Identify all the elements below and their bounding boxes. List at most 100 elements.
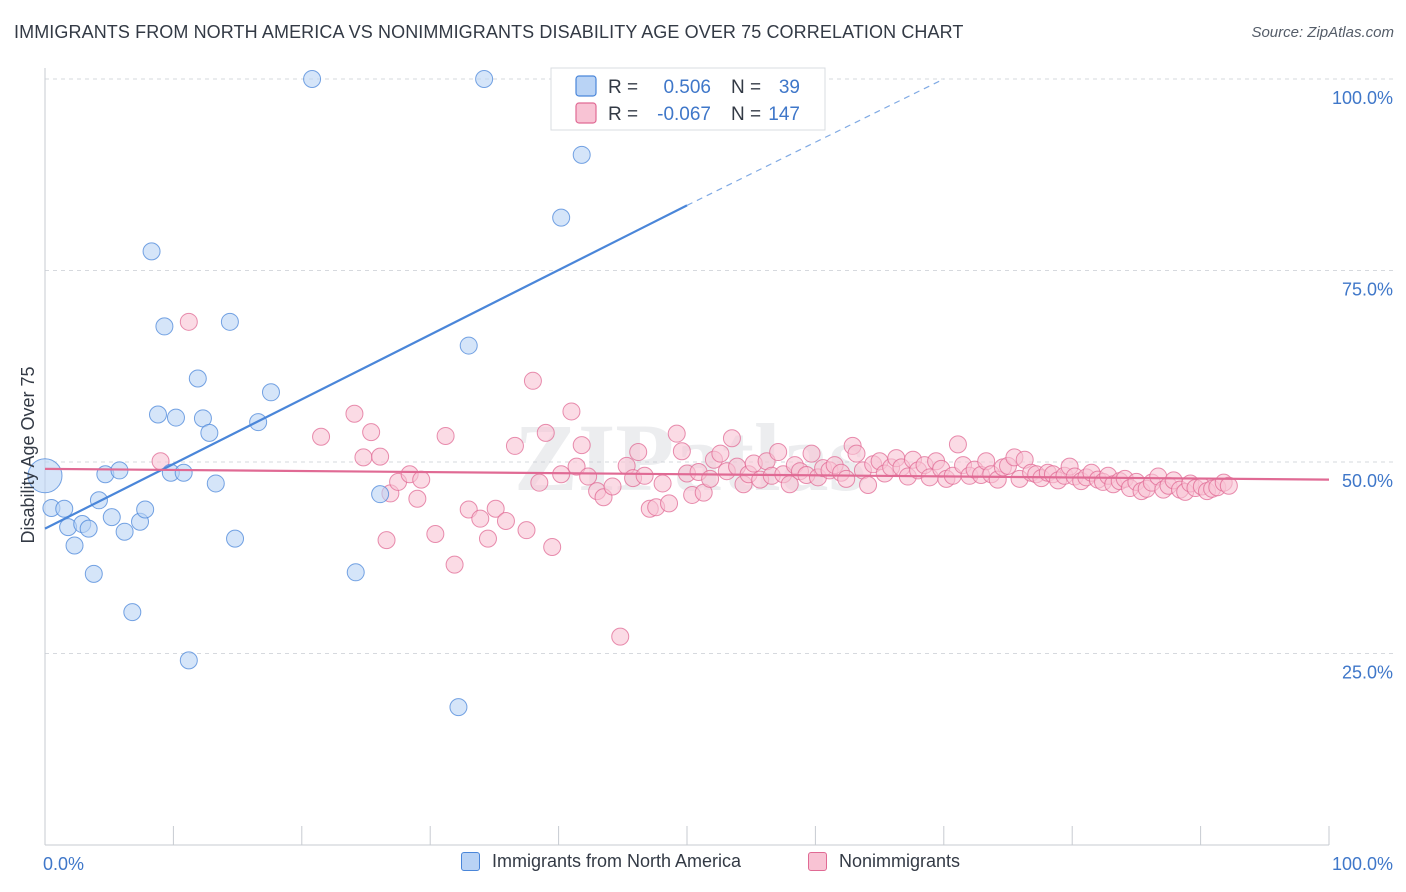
blue-point <box>65 536 84 555</box>
pink-point <box>653 474 672 493</box>
axes <box>44 68 1330 846</box>
blue-point <box>206 474 225 493</box>
stats-legend-blue-r-label: R = <box>608 77 638 98</box>
pink-point <box>859 475 878 494</box>
blue-point <box>174 463 193 482</box>
stats-legend: R = 0.506 N = 39 R = -0.067 N = 147 <box>550 67 826 131</box>
pink-point <box>408 489 427 508</box>
blue-point <box>459 336 478 355</box>
blue-point <box>179 651 198 670</box>
pink-point <box>660 494 679 513</box>
pink-point <box>371 447 390 466</box>
blue-point <box>475 70 494 88</box>
stats-legend-pink-n-value: 147 <box>768 104 800 125</box>
stats-legend-blue-n-label: N = <box>731 77 761 98</box>
pink-point <box>701 469 720 488</box>
pink-point <box>505 436 524 455</box>
pink-point <box>837 469 856 488</box>
stats-legend-pink-r-value: -0.067 <box>657 104 711 125</box>
pink-point <box>603 477 622 496</box>
pink-point <box>496 511 515 530</box>
blue-point <box>166 408 185 427</box>
pink-point <box>769 443 788 462</box>
blue-point <box>572 145 591 164</box>
pink-point <box>802 444 821 463</box>
pink-trend-line <box>44 467 1330 481</box>
legend-label-nonimmigrants: Nonimmigrants <box>839 851 961 871</box>
legend-item-immigrants[interactable]: Immigrants from North America <box>461 851 741 872</box>
pink-point <box>486 499 505 518</box>
pink-point <box>629 443 648 462</box>
stats-legend-blue-swatch <box>575 75 597 97</box>
blue-point <box>115 522 134 541</box>
blue-point <box>449 698 468 717</box>
pink-point <box>543 538 562 557</box>
stats-legend-pink-r-label: R = <box>608 104 638 125</box>
pink-point <box>478 529 497 548</box>
pink-point <box>672 442 691 461</box>
bottom-legend: Immigrants from North America Nonimmigra… <box>0 851 1406 879</box>
blue-point <box>303 70 322 88</box>
blue-point <box>261 383 280 402</box>
pink-point <box>354 448 373 467</box>
axis-labels: 25.0% 50.0% 75.0% 100.0% 0.0% 100.0% Disabilit… <box>18 88 1393 874</box>
data-points <box>27 70 1238 717</box>
stats-legend-pink-n-label: N = <box>731 104 761 125</box>
pink-point <box>312 427 331 446</box>
blue-point <box>155 317 174 336</box>
source-credit: Source: ZipAtlas.com <box>1251 24 1394 41</box>
pink-point <box>572 436 591 455</box>
blue-point <box>552 208 571 227</box>
blue-point <box>142 242 161 261</box>
blue-point <box>226 529 245 548</box>
pink-point <box>523 371 542 390</box>
blue-point <box>200 423 219 442</box>
pink-point <box>711 444 730 463</box>
pink-point <box>579 467 598 486</box>
y-tick-label: 25.0% <box>1342 663 1393 683</box>
x-tick-label: 100.0% <box>1332 854 1393 874</box>
stats-legend-box <box>550 67 826 131</box>
blue-point <box>102 508 121 527</box>
pink-point <box>567 457 586 476</box>
y-tick-label: 50.0% <box>1342 471 1393 491</box>
pink-point <box>412 470 431 489</box>
pink-point <box>635 466 654 485</box>
pink-point <box>1219 476 1238 495</box>
legend-item-nonimmigrants[interactable]: Nonimmigrants <box>808 851 960 872</box>
pink-point <box>179 312 198 331</box>
y-tick-label: 100.0% <box>1332 88 1393 108</box>
pink-point <box>562 402 581 421</box>
y-tick-label: 75.0% <box>1342 280 1393 300</box>
pink-point <box>471 509 490 528</box>
blue-point <box>148 405 167 424</box>
legend-swatch-nonimmigrants <box>808 852 827 871</box>
pink-point <box>847 444 866 463</box>
pink-point <box>345 404 364 423</box>
pink-point <box>445 555 464 574</box>
pink-point <box>536 423 555 442</box>
blue-point <box>55 499 74 518</box>
legend-swatch-immigrants <box>461 852 480 871</box>
blue-point <box>371 485 390 504</box>
blue-point <box>84 564 103 583</box>
pink-point <box>530 473 549 492</box>
grid-lines <box>45 78 1395 654</box>
pink-point <box>377 531 396 550</box>
x-tick-label: 0.0% <box>43 854 84 874</box>
pink-point <box>722 429 741 448</box>
stats-legend-blue-n-value: 39 <box>779 77 800 98</box>
stats-legend-blue-r-value: 0.506 <box>663 77 711 98</box>
blue-point <box>79 519 98 538</box>
legend-label-immigrants: Immigrants from North America <box>492 851 742 871</box>
trend-lines <box>44 78 1330 530</box>
y-axis-title: Disability Age Over 75 <box>18 366 38 543</box>
blue-point <box>220 312 239 331</box>
pink-point <box>426 525 445 544</box>
pink-point <box>611 627 630 646</box>
blue-trend-line <box>44 204 688 530</box>
blue-point <box>346 563 365 582</box>
pink-point <box>436 426 455 445</box>
blue-trend-extension <box>686 78 945 206</box>
